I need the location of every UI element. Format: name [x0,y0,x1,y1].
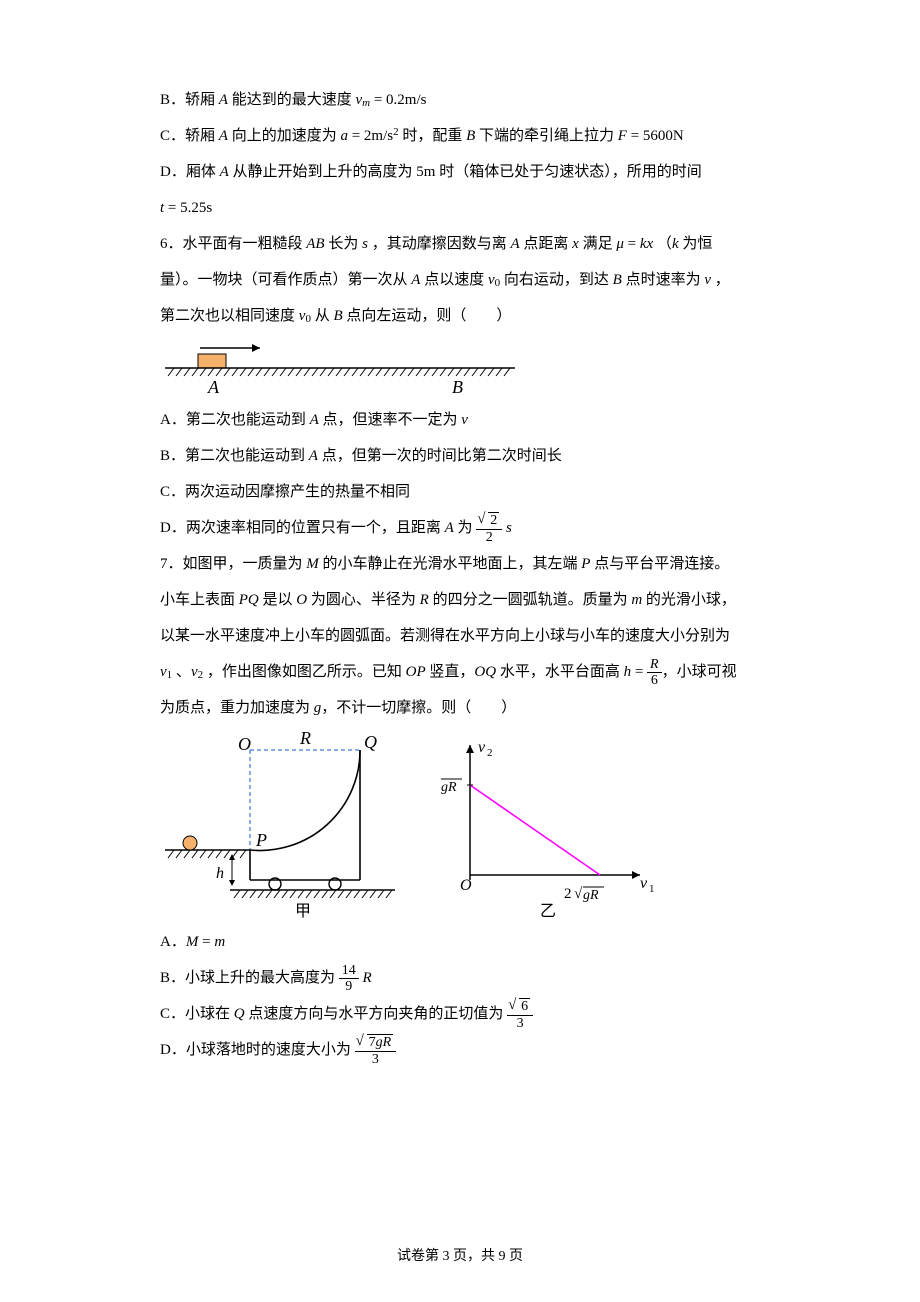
q6-label-b: B [452,377,463,397]
q7-stem-5: 为质点，重力加速度为 g，不计一切摩擦。则（ ） [160,690,770,726]
q7-fig-jia: O R Q P h 甲 [160,730,400,920]
svg-text:O: O [460,877,472,894]
svg-text:√: √ [574,886,583,902]
q7-opt-c: C．小球在 Q 点速度方向与水平方向夹角的正切值为 63 [160,996,770,1032]
q7-opt-b: B．小球上升的最大高度为 149 R [160,960,770,996]
q5-opt-d-2: t = 5.25s [160,190,770,226]
svg-text:gR: gR [441,780,457,795]
svg-text:2: 2 [487,747,493,759]
svg-text:乙: 乙 [540,903,556,920]
svg-text:Q: Q [364,732,377,752]
svg-text:2: 2 [564,886,572,902]
q7-stem-3: 以某一水平速度冲上小车的圆弧面。若测得在水平方向上小球与小车的速度大小分别为 [160,618,770,654]
q7-stem-2: 小车上表面 PQ 是以 O 为圆心、半径为 R 的四分之一圆弧轨道。质量为 m … [160,582,770,618]
q7-stem-4: v1 、v2 ，作出图像如图乙所示。已知 OP 竖直，OQ 水平，水平台面高 h… [160,654,770,690]
q6-opt-c: C．两次运动因摩擦产生的热量不相同 [160,474,770,510]
svg-text:h: h [216,865,224,882]
q6-opt-d: D．两次速率相同的位置只有一个，且距离 A 为 22 s [160,510,770,546]
q6-opt-b: B．第二次也能运动到 A 点，但第一次的时间比第二次时间长 [160,438,770,474]
q6-opt-a: A．第二次也能运动到 A 点，但速率不一定为 v [160,402,770,438]
q6-stem-1: 6．水平面有一粗糙段 AB 长为 s ，其动摩擦因数与离 A 点距离 x 满足 … [160,226,770,262]
q5-opt-b: B．轿厢 A 能达到的最大速度 vm = 0.2m/s [160,82,770,118]
q7-opt-a: A．M = m [160,924,770,960]
page-footer: 试卷第 3 页，共 9 页 [0,1240,920,1274]
q5-opt-c: C．轿厢 A 向上的加速度为 a = 2m/s2 时，配重 B 下端的牵引绳上拉… [160,118,770,154]
svg-text:v: v [640,875,648,892]
svg-text:v: v [478,739,486,756]
svg-text:甲: 甲 [295,903,311,920]
svg-text:O: O [238,734,251,754]
q7-fig-yi: v 2 v 1 O √ gR 2 √ gR 乙 [440,730,660,920]
q6-stem-2: 量）。一物块（可看作质点）第一次从 A 点以速度 v0 向右运动，到达 B 点时… [160,262,770,298]
q7-figures: O R Q P h 甲 v 2 v 1 O √ gR 2 √ gR [160,730,770,920]
q5-opt-d-1: D．厢体 A 从静止开始到上升的高度为 5m 时（箱体已处于匀速状态），所用的时… [160,154,770,190]
q7-stem-1: 7．如图甲，一质量为 M 的小车静止在光滑水平地面上，其左端 P 点与平台平滑连… [160,546,770,582]
svg-text:1: 1 [649,883,655,895]
q7-opt-d: D．小球落地时的速度大小为 7gR3 [160,1032,770,1068]
q6-figure: A B [160,340,770,398]
q6-label-a: A [207,377,220,397]
svg-text:R: R [299,730,311,748]
svg-text:P: P [255,830,267,850]
q6-stem-3: 第二次也以相同速度 v0 从 B 点向左运动，则（ ） [160,298,770,334]
svg-text:gR: gR [583,888,599,903]
